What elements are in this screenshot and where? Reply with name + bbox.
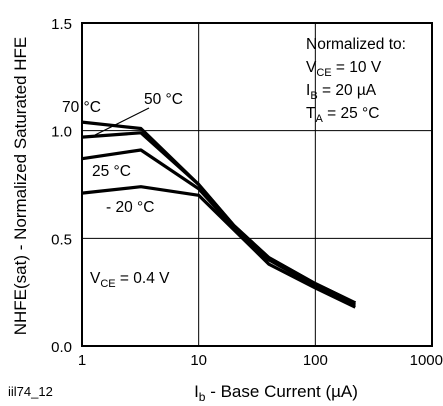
normalized-ta: TA = 25 °C bbox=[306, 105, 379, 125]
x-axis-title: Ib - Base Current (µA) bbox=[194, 382, 358, 404]
y-tick-label: 1.5 bbox=[51, 16, 72, 33]
tick-labels: 1 10 100 1000 0.0 0.5 1.0 1.5 bbox=[51, 16, 443, 369]
y-tick-label: 0.0 bbox=[51, 339, 72, 356]
x-tick-label: 1000 bbox=[410, 352, 443, 369]
vce-condition: VCE = 0.4 V bbox=[90, 270, 170, 290]
figure-code: iil74_12 bbox=[8, 384, 53, 399]
series-label-minus20c: - 20 °C bbox=[106, 199, 154, 216]
x-tick-label: 1 bbox=[78, 352, 86, 369]
normalized-title: Normalized to: bbox=[306, 36, 406, 53]
x-tick-label: 100 bbox=[303, 352, 328, 369]
x-tick-label: 10 bbox=[190, 352, 207, 369]
plot-frame bbox=[81, 22, 433, 347]
series-label-70c: 70 °C bbox=[62, 99, 101, 116]
normalized-vce: VCE = 10 V bbox=[306, 59, 382, 79]
series-label-50c: 50 °C bbox=[144, 91, 183, 108]
series-lines bbox=[81, 120, 356, 309]
y-tick-label: 1.0 bbox=[51, 124, 72, 141]
y-axis-title: NHFE(sat) - Normalized Saturated HFE bbox=[11, 37, 30, 336]
y-tick-label: 0.5 bbox=[51, 231, 72, 248]
series-label-50c-leader bbox=[94, 107, 150, 136]
series-label-25c: 25 °C bbox=[92, 163, 131, 180]
normalized-ib: IB = 20 µA bbox=[306, 82, 377, 102]
series-line-3 bbox=[81, 185, 356, 309]
